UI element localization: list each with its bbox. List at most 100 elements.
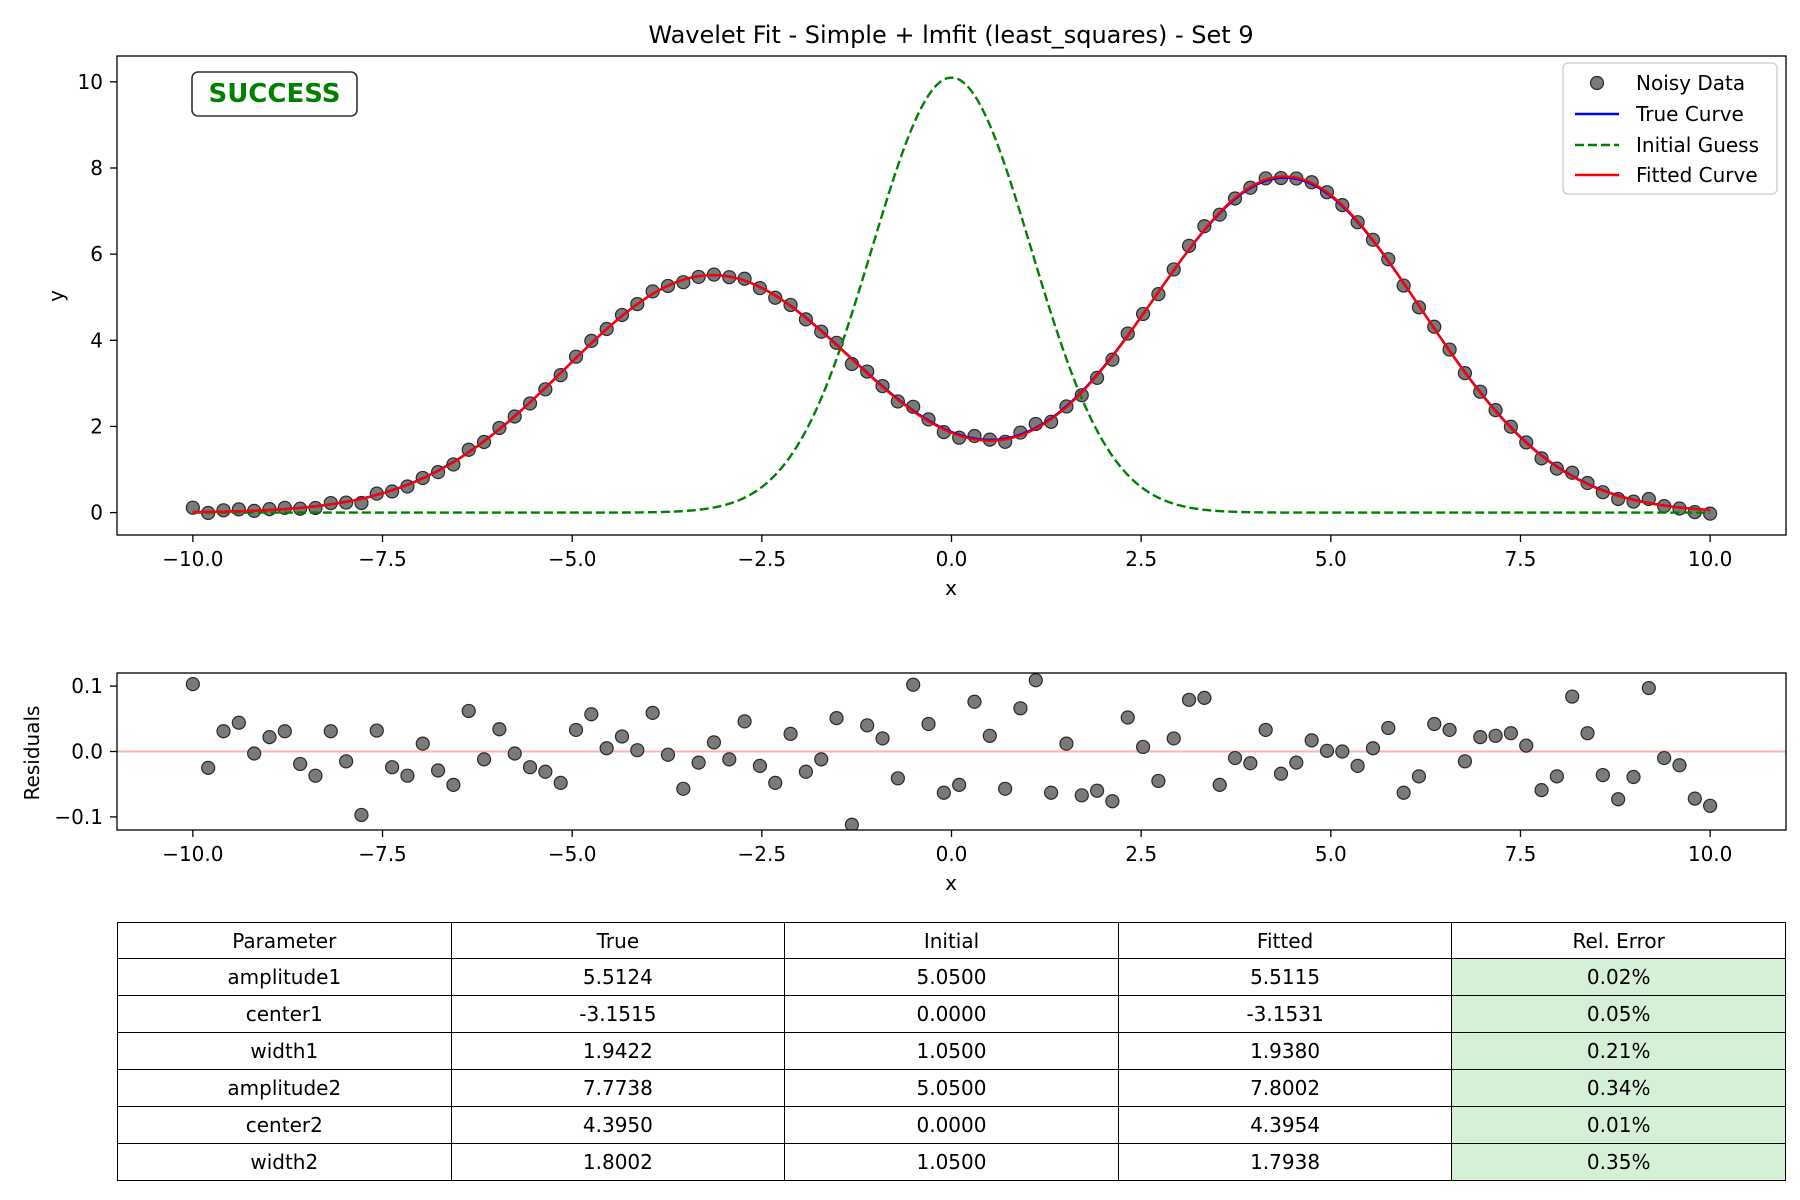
residual-point — [278, 725, 291, 738]
residual-point — [248, 747, 261, 760]
rel-error-cell: 0.21% — [1452, 1033, 1786, 1070]
main-axes-frame — [117, 56, 1786, 535]
main-x-ticks: −10.0 −7.5 −5.0 −2.5 0.0 2.5 5.0 7.5 10.0 — [162, 535, 1732, 571]
x-tick-label: −5.0 — [548, 547, 597, 571]
residual-point — [1366, 742, 1379, 755]
residual-point — [554, 776, 567, 789]
noisy-data-point — [585, 334, 598, 347]
residual-point — [1183, 693, 1196, 706]
table-header-row: Parameter True Initial Fitted Rel. Error — [118, 923, 1786, 959]
table-row: center2 4.3950 0.0000 4.3954 0.01% — [118, 1107, 1786, 1144]
x-tick-label: 10.0 — [1688, 547, 1733, 571]
residuals-x-axis-label: x — [945, 871, 957, 895]
residual-point — [1229, 752, 1242, 765]
rel-error-cell: 0.02% — [1452, 959, 1786, 996]
x-tick-label: 2.5 — [1125, 547, 1157, 571]
residual-point — [1305, 734, 1318, 747]
table-cell: 4.3950 — [451, 1107, 785, 1144]
residual-point — [769, 776, 782, 789]
table-row: width2 1.8002 1.0500 1.7938 0.35% — [118, 1144, 1786, 1181]
residual-point — [1566, 690, 1579, 703]
table-cell: 1.0500 — [785, 1144, 1119, 1181]
table-cell: 5.0500 — [785, 959, 1119, 996]
residual-point — [677, 782, 690, 795]
residual-point — [707, 736, 720, 749]
table-header-cell: Parameter — [118, 923, 452, 959]
residual-point — [615, 730, 628, 743]
residual-point — [386, 761, 399, 774]
residual-point — [1458, 755, 1471, 768]
residuals-plot: −10.0 −7.5 −5.0 −2.5 0.0 2.5 5.0 7.5 10.0 −0.1 0.… — [20, 673, 1786, 895]
residual-point — [1091, 784, 1104, 797]
fitted-curve-line — [193, 176, 1710, 512]
residual-point — [1213, 778, 1226, 791]
rel-error-cell: 0.01% — [1452, 1107, 1786, 1144]
residual-point — [968, 695, 981, 708]
x-tick-label: 10.0 — [1688, 842, 1733, 866]
chart-title: Wavelet Fit - Simple + lmfit (least_squa… — [648, 21, 1253, 49]
noisy-data-point — [554, 369, 567, 382]
residual-point — [1152, 774, 1165, 787]
table-row: width1 1.9422 1.0500 1.9380 0.21% — [118, 1033, 1786, 1070]
residual-point — [907, 678, 920, 691]
main-y-ticks: 0246810 — [78, 70, 117, 525]
residual-point — [692, 756, 705, 769]
table-cell: 5.0500 — [785, 1070, 1119, 1107]
table-header-cell: Rel. Error — [1452, 923, 1786, 959]
table-cell: amplitude2 — [118, 1070, 452, 1107]
rel-error-cell: 0.34% — [1452, 1070, 1786, 1107]
residual-point — [263, 731, 276, 744]
x-tick-label: −7.5 — [358, 547, 407, 571]
residual-point — [1627, 771, 1640, 784]
table-cell: 1.9380 — [1118, 1033, 1452, 1070]
main-plot: −10.0 −7.5 −5.0 −2.5 0.0 2.5 5.0 7.5 10.0 0 2 4 6 8 1… — [44, 56, 1786, 600]
residual-point — [1520, 739, 1533, 752]
residual-point — [631, 744, 644, 757]
x-tick-label: −10.0 — [162, 547, 223, 571]
residual-point — [1167, 732, 1180, 745]
residual-point — [876, 732, 889, 745]
residuals-x-ticks: −10.0 −7.5 −5.0 −2.5 0.0 2.5 5.0 7.5 10.0 — [162, 830, 1732, 866]
residual-point — [493, 723, 506, 736]
residual-point — [723, 753, 736, 766]
x-tick-label: 5.0 — [1315, 842, 1347, 866]
table-cell: 1.0500 — [785, 1033, 1119, 1070]
residual-point — [753, 759, 766, 772]
residual-point — [1198, 691, 1211, 704]
x-tick-label: −7.5 — [358, 842, 407, 866]
residual-point — [447, 778, 460, 791]
residuals-data-layer — [117, 674, 1786, 832]
residual-point — [1336, 745, 1349, 758]
rel-error-cell: 0.05% — [1452, 996, 1786, 1033]
residual-point — [432, 764, 445, 777]
residual-point — [1642, 682, 1655, 695]
x-tick-label: 0.0 — [936, 842, 968, 866]
residual-point — [1443, 723, 1456, 736]
table-cell: 4.3954 — [1118, 1107, 1452, 1144]
residual-point — [524, 761, 537, 774]
residual-point — [478, 753, 491, 766]
residual-point — [416, 737, 429, 750]
residual-point — [1673, 759, 1686, 772]
residual-point — [1106, 795, 1119, 808]
legend-label-initial-guess: Initial Guess — [1636, 133, 1759, 157]
residual-point — [815, 753, 828, 766]
residuals-y-axis-label: Residuals — [20, 706, 44, 801]
legend-label-noisy-data: Noisy Data — [1636, 71, 1745, 95]
table-cell: amplitude1 — [118, 959, 452, 996]
residual-point — [1382, 721, 1395, 734]
legend-label-true-curve: True Curve — [1635, 102, 1744, 126]
y-tick-label: 10 — [78, 70, 103, 94]
residual-point — [401, 769, 414, 782]
x-tick-label: −2.5 — [738, 547, 787, 571]
y-tick-label: 0.1 — [71, 674, 103, 698]
residual-point — [1397, 786, 1410, 799]
residual-point — [1137, 740, 1150, 753]
residual-point — [1275, 767, 1288, 780]
y-tick-label: −0.1 — [54, 805, 103, 829]
residual-point — [1596, 769, 1609, 782]
residual-point — [1259, 723, 1272, 736]
table-row: amplitude2 7.7738 5.0500 7.8002 0.34% — [118, 1070, 1786, 1107]
table-cell: 7.7738 — [451, 1070, 785, 1107]
residual-point — [539, 765, 552, 778]
